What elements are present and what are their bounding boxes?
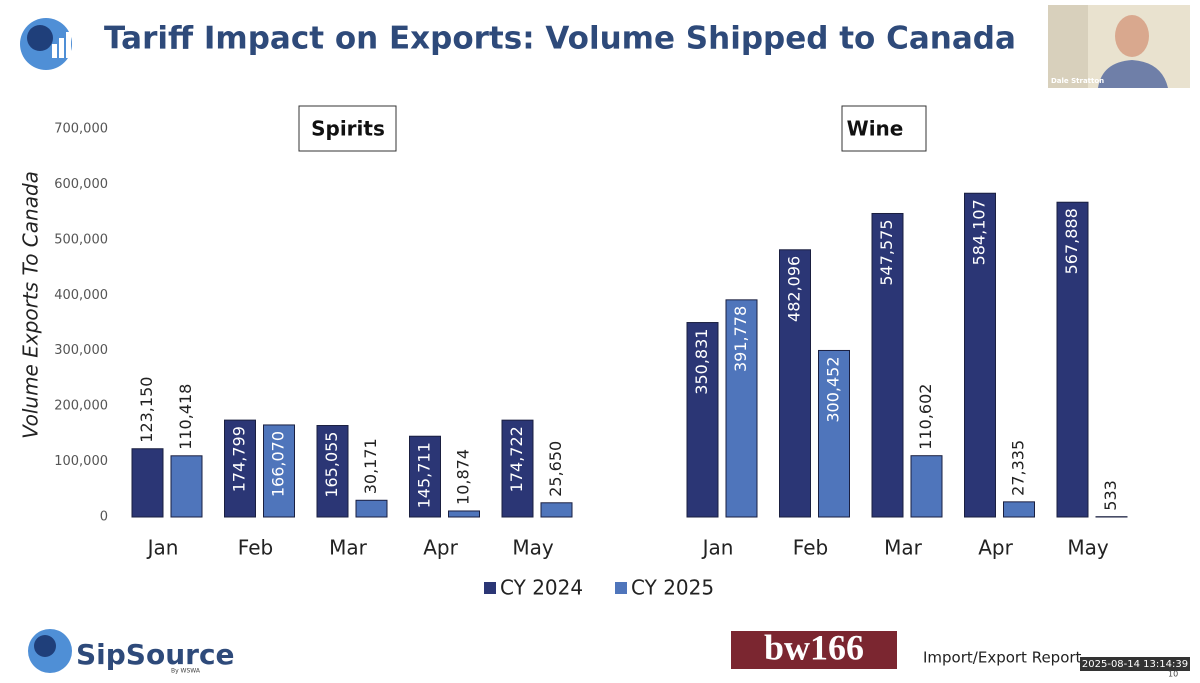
legend-label: CY 2024 (500, 576, 583, 600)
x-tick-label: May (512, 536, 554, 560)
bar (171, 456, 202, 517)
value-label: 547,575 (877, 219, 896, 285)
value-label: 482,096 (785, 256, 804, 322)
value-label: 145,711 (415, 442, 434, 508)
presenter-name: Dale Stratton (1051, 77, 1104, 85)
y-tick-label: 600,000 (54, 177, 108, 192)
bar (911, 456, 942, 517)
report-name: Import/Export Report (923, 649, 1082, 667)
panel-title: Wine (847, 117, 904, 141)
legend-label: CY 2025 (631, 576, 714, 600)
y-tick-label: 300,000 (54, 343, 108, 358)
x-tick-label: Mar (884, 536, 923, 560)
y-tick-label: 100,000 (54, 454, 108, 469)
x-tick-label: Jan (146, 536, 179, 560)
value-label: 166,070 (269, 431, 288, 497)
value-label: 10,874 (454, 449, 473, 505)
bar (1004, 502, 1035, 517)
y-axis-label: Volume Exports To Canada (19, 171, 43, 439)
value-label: 25,650 (546, 441, 565, 497)
x-tick-label: Feb (793, 536, 828, 560)
value-label: 30,171 (361, 438, 380, 494)
y-tick-label: 200,000 (54, 399, 108, 414)
value-label: 300,452 (824, 356, 843, 422)
x-tick-label: Mar (329, 536, 368, 560)
value-label: 174,799 (230, 426, 249, 492)
webcam: Dale Stratton (1048, 5, 1190, 88)
value-label: 123,150 (137, 377, 156, 443)
bar (356, 500, 387, 517)
panel-title: Spirits (311, 117, 385, 141)
legend-swatch (615, 582, 627, 594)
value-label: 584,107 (970, 199, 989, 265)
value-label: 567,888 (1062, 208, 1081, 274)
y-tick-label: 700,000 (54, 122, 108, 137)
value-label: 391,778 (731, 306, 750, 372)
logo (20, 18, 72, 70)
legend-swatch (484, 582, 496, 594)
page-number: 10 (1168, 670, 1178, 679)
value-label: 350,831 (692, 329, 711, 395)
value-label: 533 (1101, 480, 1120, 511)
value-label: 110,418 (176, 384, 195, 450)
value-label: 165,055 (322, 432, 341, 498)
x-tick-label: Jan (701, 536, 734, 560)
bar (132, 449, 163, 517)
y-tick-label: 0 (100, 510, 108, 525)
y-tick-label: 500,000 (54, 232, 108, 247)
x-tick-label: Apr (978, 536, 1013, 560)
brand-name: SipSource (76, 638, 235, 671)
brand-sub: By WSWA (171, 668, 201, 675)
bar (541, 503, 572, 517)
x-tick-label: Apr (423, 536, 458, 560)
timestamp: 2025-08-14 13:14:39 (1082, 659, 1188, 670)
value-label: 110,602 (916, 384, 935, 450)
partner-name: bw166 (764, 627, 864, 667)
bar (449, 511, 480, 517)
value-label: 174,722 (507, 426, 526, 492)
value-label: 27,335 (1009, 440, 1028, 496)
y-tick-label: 400,000 (54, 288, 108, 303)
x-tick-label: Feb (238, 536, 273, 560)
chart-title: Tariff Impact on Exports: Volume Shipped… (104, 21, 1016, 57)
x-tick-label: May (1067, 536, 1109, 560)
